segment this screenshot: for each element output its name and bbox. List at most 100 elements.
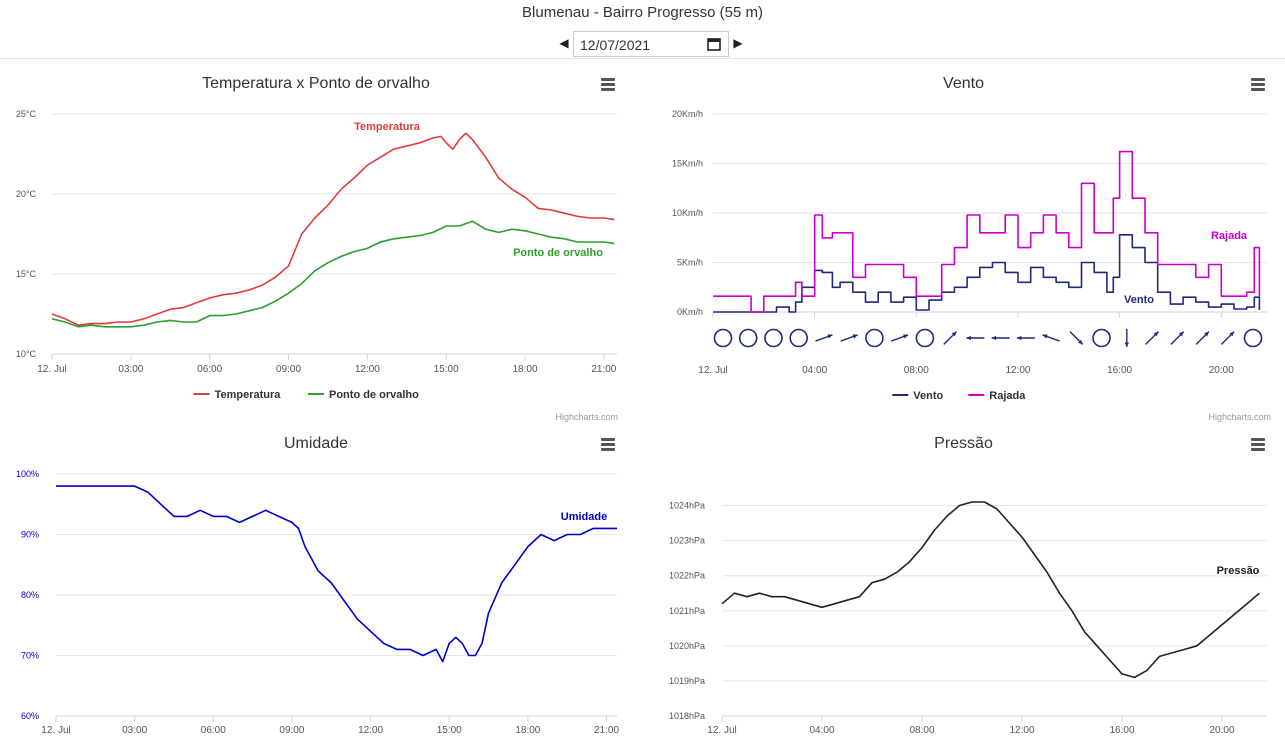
x-tick-label: 03:00 (122, 725, 147, 736)
chart-title: Temperatura x Ponto de orvalho (202, 75, 430, 92)
legend-label: Temperatura (215, 389, 282, 401)
chart-title: Pressão (934, 435, 993, 452)
wind-arrow-head (1204, 331, 1209, 337)
legend-item: Ponto de orvalho (308, 389, 419, 401)
legend-label: Rajada (989, 390, 1026, 402)
series-line-ponto-de-orvalho (51, 220, 615, 328)
legend-label: Vento (913, 390, 943, 402)
page-title: Blumenau - Bairro Progresso (55 m) (522, 4, 763, 21)
chart-menu-icon[interactable] (1249, 78, 1269, 96)
x-tick-label: 20:00 (1209, 365, 1234, 376)
wind-calm-marker (915, 328, 935, 348)
wind-arrow-head (951, 331, 957, 337)
x-tick-label: 12:00 (358, 725, 383, 736)
series-label: Umidade (561, 511, 607, 523)
date-value: 12/07/2021 (580, 37, 651, 53)
wind-arrow-head (1229, 331, 1235, 337)
y-tick-label: 100% (16, 469, 39, 479)
y-tick-label: 5Km/h (677, 258, 703, 268)
chart-pressao: Pressão 1018hPa 1019hPa 1020hPa 1021hPa 1022h… (642, 428, 1285, 741)
x-tick-label: 12. Jul (707, 725, 736, 736)
y-tick-label: 1021hPa (669, 606, 705, 616)
calendar-icon[interactable] (707, 37, 721, 51)
y-tick-label: 80% (21, 590, 39, 600)
y-tick-label: 90% (21, 530, 39, 540)
chart-temperatura-ponto-orvalho: Temperatura x Ponto de orvalho 10°C 15°C 20… (0, 60, 632, 428)
x-tick-label: 12. Jul (41, 725, 70, 736)
y-tick-label: 70% (21, 651, 39, 661)
wind-calm-marker (789, 328, 809, 348)
chart-menu-icon[interactable] (599, 438, 619, 456)
date-input[interactable]: 12/07/2021 (573, 31, 729, 57)
wind-calm-marker (865, 328, 884, 348)
chart-umidade: Umidade 60% 70% 80% 90% 100% 12. Jul 03:00 06:00… (0, 428, 632, 741)
x-tick-label: 12:00 (355, 364, 380, 375)
wind-arrow-head (1042, 334, 1048, 339)
x-tick-label: 15:00 (437, 725, 462, 736)
wind-calm-marker (764, 328, 783, 348)
wind-direction-arrow (1124, 329, 1129, 347)
series-line-press-o (721, 501, 1261, 679)
wind-direction-arrow (943, 331, 958, 345)
wind-calm-marker (713, 328, 733, 348)
x-tick-label: 16:00 (1109, 725, 1134, 736)
y-tick-label: 1022hPa (669, 571, 705, 581)
wind-arrow-head (827, 334, 833, 339)
wind-direction-arrow (966, 335, 985, 341)
x-tick-label: 06:00 (201, 725, 226, 736)
x-tick-label: 09:00 (276, 364, 301, 375)
wind-direction-arrow (1042, 334, 1060, 342)
y-tick-label: 20°C (16, 189, 37, 199)
next-day-icon[interactable]: ▶ (733, 36, 743, 50)
x-tick-label: 04:00 (809, 725, 834, 736)
x-tick-label: 06:00 (197, 364, 222, 375)
x-tick-label: 21:00 (594, 725, 619, 736)
wind-arrow-head (1077, 339, 1083, 345)
wind-direction-arrow (991, 335, 1010, 341)
chart-vento: Vento 0Km/h 5Km/h 10Km/h 15Km/h 20Km/h 12. Jul… (642, 60, 1285, 428)
x-tick-label: 12. Jul (698, 365, 727, 376)
y-tick-label: 0Km/h (677, 307, 703, 317)
credit-text: Highcharts.com (555, 412, 618, 422)
series-line-rajada (713, 150, 1261, 313)
wind-arrow-head (1124, 342, 1129, 347)
wind-direction-arrow (890, 334, 909, 342)
wind-arrow-head (903, 334, 909, 339)
y-tick-label: 1020hPa (669, 641, 705, 651)
chart-title: Umidade (284, 435, 348, 452)
y-tick-label: 25°C (16, 109, 37, 119)
y-tick-label: 1024hPa (669, 501, 705, 511)
wind-arrow-head (1153, 331, 1159, 337)
wind-arrow-head (852, 334, 858, 339)
credit-text: Highcharts.com (1208, 412, 1271, 422)
wind-arrow-head (991, 335, 997, 341)
legend-item: Vento (892, 390, 944, 402)
chart-svg: Temperatura x Ponto de orvalho 10°C 15°C 20… (16, 75, 618, 422)
prev-day-icon[interactable]: ◀ (559, 36, 569, 50)
chart-svg: Pressão 1018hPa 1019hPa 1020hPa 1021hPa 1022h… (669, 435, 1267, 736)
wind-calm-marker (1092, 328, 1111, 348)
y-tick-label: 15°C (16, 269, 37, 279)
series-label: Vento (1124, 294, 1154, 306)
series-label: Ponto de orvalho (513, 247, 603, 259)
wind-calm-marker (1243, 328, 1263, 348)
x-tick-label: 08:00 (909, 725, 934, 736)
series-line-umidade (56, 485, 617, 663)
legend-item: Rajada (968, 390, 1026, 402)
x-tick-label: 12:00 (1005, 365, 1030, 376)
wind-direction-arrow (840, 334, 858, 342)
y-tick-label: 10°C (16, 349, 37, 359)
y-tick-label: 60% (21, 711, 39, 721)
y-tick-label: 10Km/h (672, 208, 703, 218)
chart-menu-icon[interactable] (1249, 438, 1269, 456)
x-tick-label: 04:00 (802, 365, 827, 376)
series-label: Temperatura (354, 121, 421, 133)
chart-svg: Umidade 60% 70% 80% 90% 100% 12. Jul 03:00 06:00… (16, 435, 619, 736)
wind-direction-arrow (1170, 331, 1185, 345)
chart-menu-icon[interactable] (599, 78, 619, 96)
legend-item: Temperatura (193, 389, 282, 401)
date-navigator: ◀ 12/07/2021 ▶ (0, 30, 1285, 58)
x-tick-label: 09:00 (279, 725, 304, 736)
x-tick-label: 20:00 (1209, 725, 1234, 736)
wind-direction-arrow (1195, 331, 1210, 345)
